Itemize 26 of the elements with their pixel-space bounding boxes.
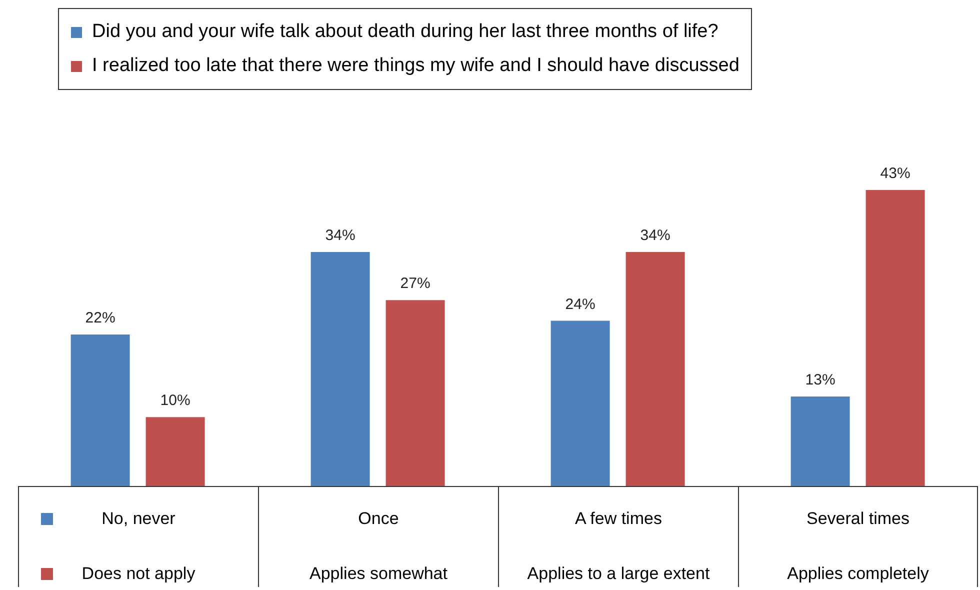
x-tick-label: No, never (102, 509, 176, 528)
bar (866, 190, 925, 486)
data-label: 24% (565, 296, 596, 313)
bar (626, 252, 685, 486)
text: Applies to a large extent (527, 564, 710, 583)
text: Applies completely (787, 564, 929, 583)
x-tick-label: Once (358, 509, 399, 528)
data-label: 10% (160, 392, 190, 410)
x-tick-label: A few times (575, 509, 662, 528)
bar (310, 252, 370, 486)
data-label: 13% (805, 372, 836, 389)
x-tick-label: Several times (806, 509, 910, 528)
bar (790, 396, 850, 486)
bar (550, 320, 610, 486)
data-label: 27% (400, 275, 430, 292)
data-label: 34% (640, 226, 670, 244)
legend-label: Did you and your wife talk about death during her last three months of life? (92, 21, 718, 43)
bar (70, 334, 130, 486)
data-label: 34% (325, 226, 356, 244)
text: Applies somewhat (310, 564, 448, 583)
bar (146, 417, 205, 486)
bar (386, 300, 445, 486)
legend-label: I realized too late that there were things my wife and I should have discussed (92, 55, 740, 77)
data-label: 43% (880, 165, 910, 182)
data-label: 22% (85, 310, 116, 327)
text: Does not apply (82, 564, 196, 583)
